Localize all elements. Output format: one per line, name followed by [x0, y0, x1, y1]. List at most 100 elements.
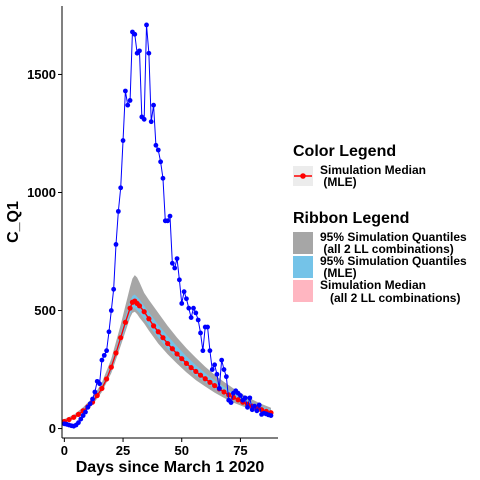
observed-layer	[61, 22, 274, 429]
median-mle-point	[127, 305, 133, 311]
observed-point	[80, 413, 86, 418]
observed-point	[167, 213, 173, 219]
observed-point	[151, 102, 156, 108]
ribbon-legend-key-pink	[293, 280, 313, 302]
observed-point	[78, 416, 84, 422]
observed-point	[223, 374, 229, 380]
median-mle-point	[212, 382, 218, 389]
median-mle-point	[179, 356, 185, 362]
median-mle-point	[160, 335, 166, 341]
observed-point	[137, 48, 142, 54]
observed-point	[127, 98, 133, 103]
ribbon-legend-key-blue	[293, 256, 313, 278]
observed-point	[216, 386, 222, 391]
ribbon-legend-item-median-all-ll: Simulation Median (all 2 LL combinations…	[293, 278, 460, 305]
observed-point	[242, 395, 248, 401]
observed-point	[125, 102, 131, 108]
observed-point	[176, 277, 182, 283]
median-mle-point	[235, 397, 241, 403]
y-tick-label: 500	[34, 303, 56, 318]
ribbon-legend-item-all-ll: 95% Simulation Quantiles (all 2 LL combi…	[293, 230, 467, 256]
median-mle-point	[226, 392, 232, 398]
observed-point	[87, 401, 93, 407]
observed-point	[212, 362, 218, 368]
ribbon-legend-label-2b: (MLE)	[320, 266, 357, 280]
observed-point	[85, 404, 91, 410]
observed-point	[83, 409, 88, 415]
observed-point	[252, 403, 257, 409]
observed-point	[111, 286, 117, 292]
median-mle-point	[71, 414, 77, 420]
observed-point	[238, 393, 243, 398]
median-mle-point	[197, 372, 204, 378]
observed-point	[165, 218, 171, 224]
observed-point	[191, 305, 196, 311]
observed-point	[90, 396, 95, 402]
observed-point	[188, 315, 194, 321]
observed-point	[155, 147, 161, 153]
observed-point	[104, 348, 110, 354]
observed-point	[158, 159, 164, 165]
observed-point	[207, 348, 213, 354]
observed-point	[214, 371, 220, 377]
observed-point	[193, 310, 199, 316]
observed-point	[144, 22, 149, 28]
median-mle-point	[169, 346, 175, 352]
median-mle-point	[122, 319, 128, 325]
ribbon-legend-label-3a: Simulation Median	[320, 278, 426, 292]
observed-point	[186, 305, 192, 311]
observed-point	[115, 208, 121, 214]
median-mle-point	[141, 309, 147, 315]
median-mle-point	[174, 351, 180, 357]
ribbon-legend-item-mle: 95% Simulation Quantiles (MLE)	[293, 254, 467, 280]
observed-point	[122, 88, 128, 94]
median-mle-point	[165, 340, 171, 347]
observed-point	[172, 265, 178, 271]
observed-point	[195, 317, 201, 323]
ticks-layer: 0 25 50 75 0 500 1000 1500	[27, 67, 248, 458]
x-axis-title: Days since March 1 2020	[76, 459, 265, 476]
x-tick-label: 75	[233, 443, 247, 458]
median-mle-point	[221, 389, 227, 395]
ribbon-legend-title: Ribbon Legend	[293, 210, 409, 227]
median-mle-point	[113, 350, 119, 356]
median-mle-point	[108, 364, 114, 370]
observed-point	[198, 330, 203, 336]
observed-point	[148, 119, 154, 125]
median-mle-point	[188, 365, 194, 371]
observed-point	[254, 408, 260, 414]
median-mle-point	[99, 385, 105, 392]
median-mle-point	[118, 335, 124, 341]
observed-point	[179, 301, 185, 306]
observed-point	[146, 50, 152, 56]
median-mle-point	[136, 303, 143, 309]
x-tick-label: 25	[116, 443, 130, 458]
color-legend-label-1: Simulation Median	[320, 163, 426, 177]
observed-point	[200, 348, 206, 354]
observed-point	[184, 296, 189, 302]
observed-point	[76, 420, 81, 426]
ribbon-legend-label-1a: 95% Simulation Quantiles	[320, 230, 467, 244]
color-legend-key-point	[300, 173, 306, 179]
observed-point	[245, 404, 250, 410]
observed-point	[169, 260, 175, 266]
observed-point	[153, 142, 159, 148]
median-mle-point	[193, 368, 199, 375]
color-legend-item: Simulation Median (MLE)	[293, 163, 426, 189]
observed-line	[64, 24, 272, 427]
x-tick-label: 0	[61, 443, 68, 458]
y-tick-label: 1000	[27, 185, 56, 200]
median-mle-point	[150, 323, 157, 329]
median-mle-point	[207, 379, 213, 385]
ribbon-legend-label-3b: (all 2 LL combinations)	[320, 291, 460, 305]
observed-point	[205, 324, 210, 330]
observed-point	[113, 242, 119, 247]
color-legend-label-2: (MLE)	[320, 175, 357, 189]
observed-point	[181, 289, 187, 295]
observed-point	[256, 402, 262, 408]
axes-layer	[61, 6, 278, 439]
observed-point	[120, 138, 126, 143]
observed-point	[247, 395, 253, 401]
observed-point	[219, 357, 225, 363]
